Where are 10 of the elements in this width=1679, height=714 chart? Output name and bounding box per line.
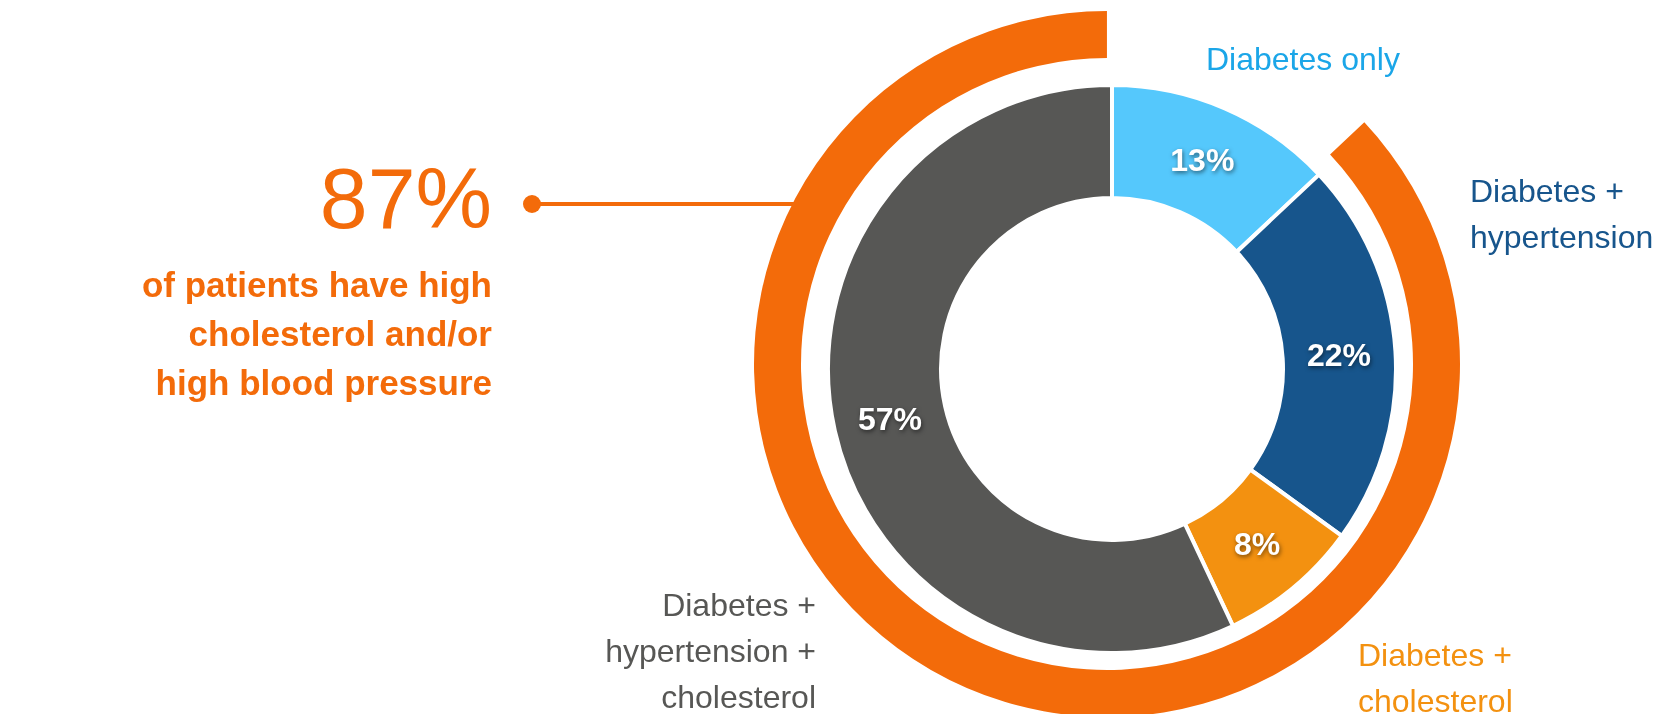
data-label: 8% (1233, 526, 1281, 563)
slice-label: Diabetes only (1206, 40, 1401, 79)
data-label: 13% (1170, 142, 1235, 179)
text: of patients have high cholesterol and/or high blood pressure (140, 264, 492, 404)
text: 87% (319, 149, 492, 248)
slice-label: Diabetes + hypertension (1470, 172, 1655, 257)
data-label: 22% (1307, 336, 1372, 373)
data-label: 57% (857, 400, 922, 437)
slice-label: Diabetes + cholesterol (1358, 636, 1514, 714)
slice-label: Diabetes + hypertension + cholesterol (604, 586, 816, 714)
